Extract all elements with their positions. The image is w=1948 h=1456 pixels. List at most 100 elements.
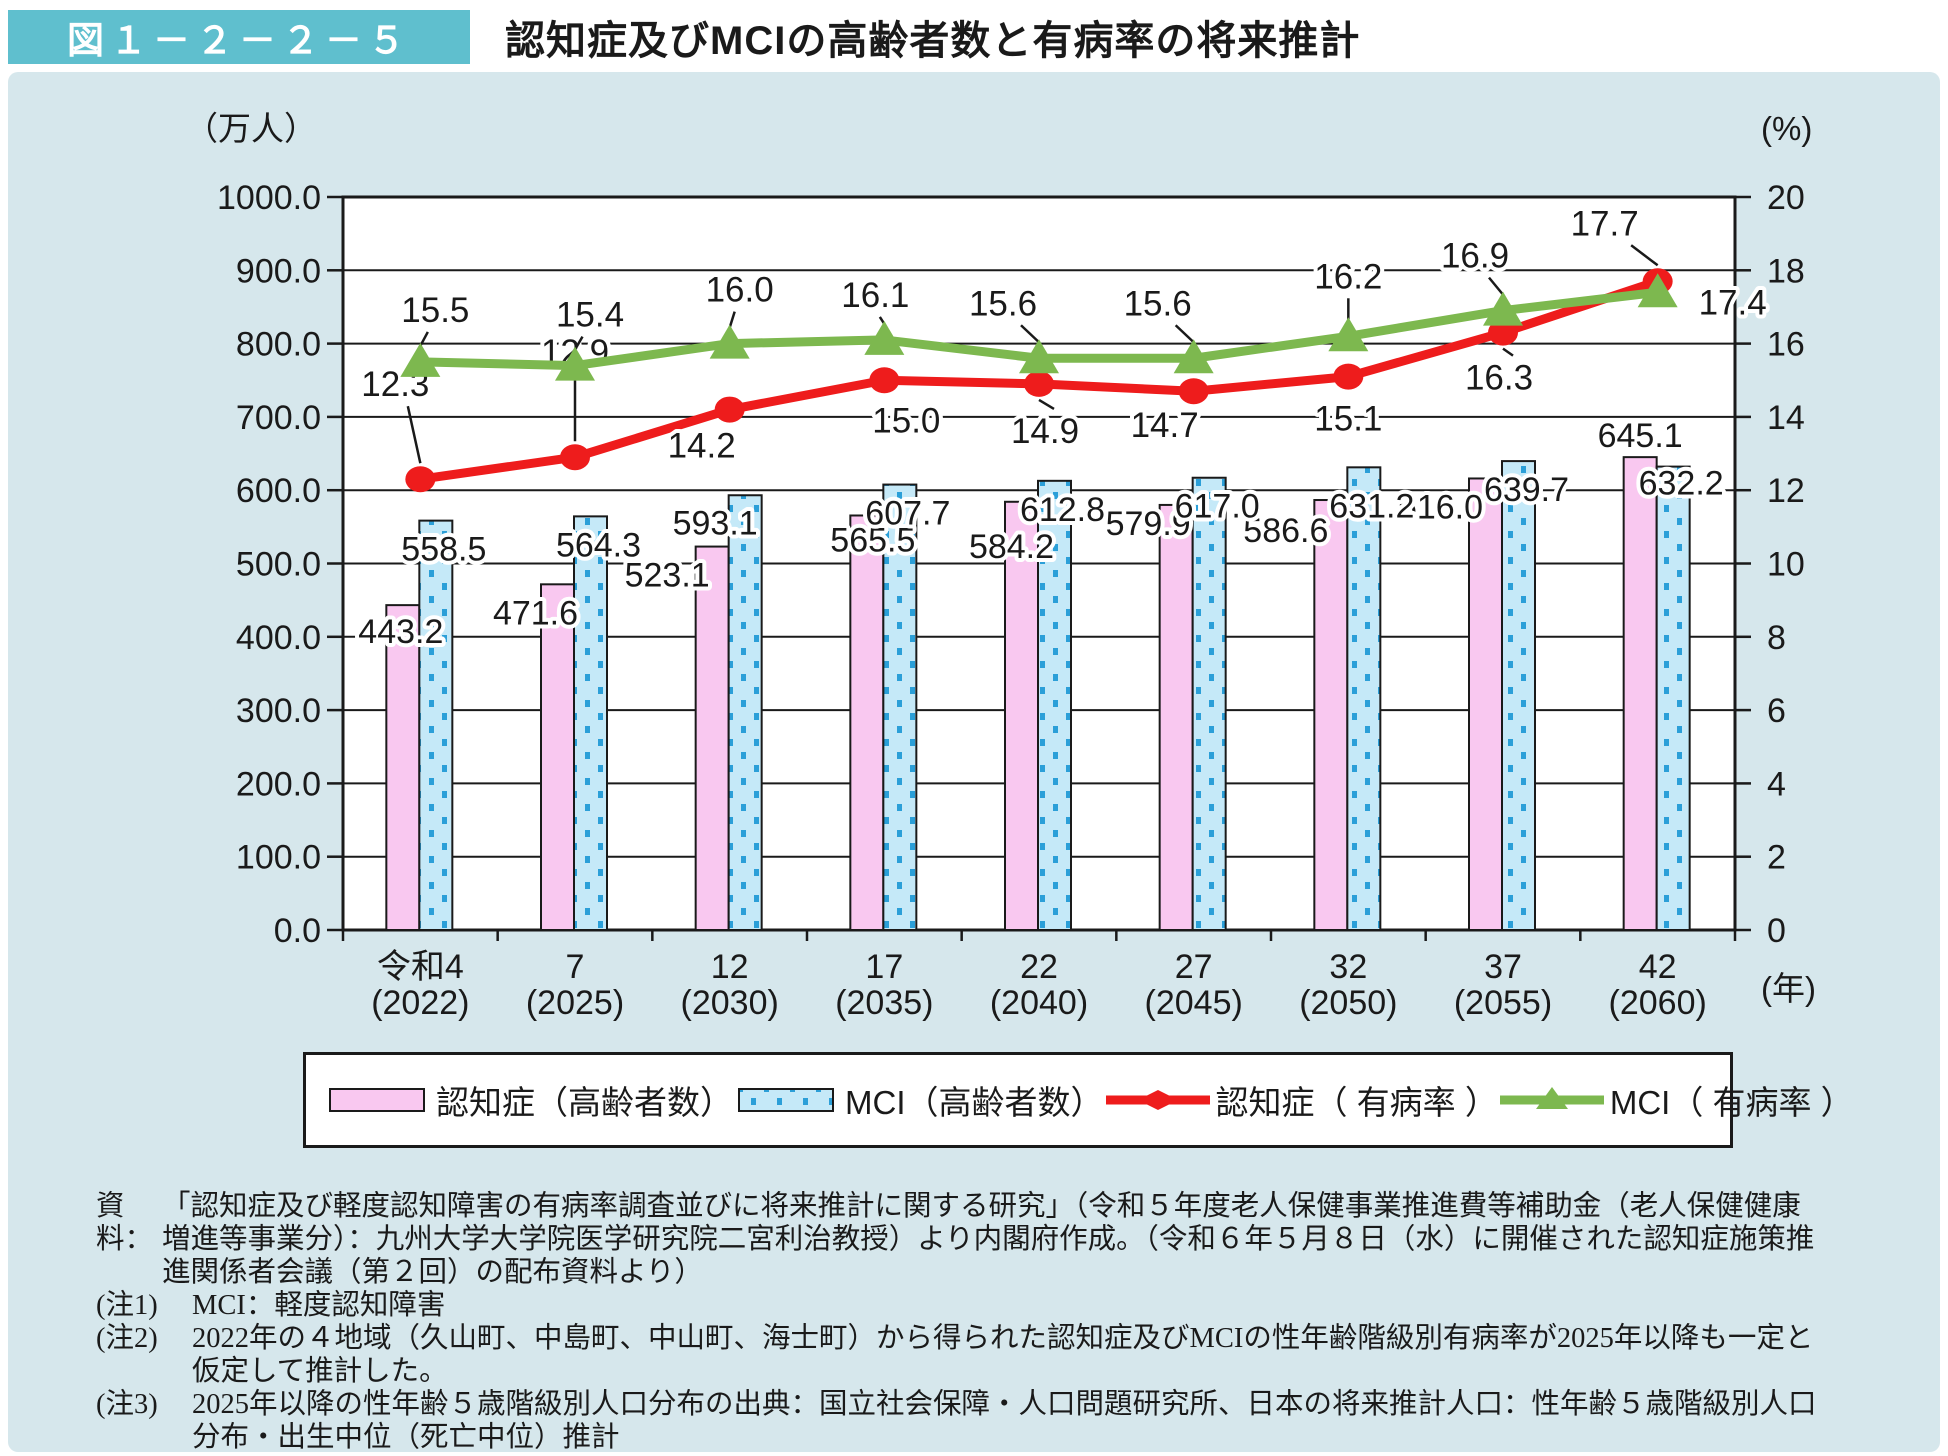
legend-label: MCI（高齢者数）	[845, 1084, 1104, 1121]
bar-dementia-count	[540, 583, 575, 931]
marker-circle	[1333, 363, 1364, 390]
svg-text:14.7: 14.7	[1131, 406, 1199, 445]
svg-text:17: 17	[865, 948, 903, 986]
note-item: (注1) MCI：軽度認知障害	[96, 1289, 1826, 1322]
combo-chart: 0.0100.0200.0300.0400.0500.0600.0700.080…	[185, 110, 1816, 1022]
svg-text:200.0: 200.0	[236, 765, 321, 803]
svg-text:12.3: 12.3	[361, 365, 429, 404]
marker-circle	[1178, 378, 1209, 405]
svg-text:(2060): (2060)	[1609, 984, 1707, 1022]
bar-mci-count	[1501, 460, 1536, 931]
svg-text:20: 20	[1767, 179, 1805, 217]
svg-text:(2040): (2040)	[990, 984, 1088, 1022]
svg-text:15.6: 15.6	[1124, 284, 1192, 323]
svg-text:0.0: 0.0	[274, 912, 321, 950]
legend-label: 認知症（高齢者数）	[436, 1084, 733, 1121]
svg-text:558.5: 558.5	[401, 531, 486, 569]
marker-circle	[869, 367, 900, 394]
svg-text:639.7: 639.7	[1484, 471, 1569, 509]
svg-text:8: 8	[1767, 619, 1786, 657]
bar-mci-count	[1655, 465, 1691, 931]
svg-text:(2022): (2022)	[371, 984, 469, 1022]
svg-text:616.0: 616.0	[1398, 488, 1483, 526]
svg-text:令和4: 令和4	[377, 948, 464, 986]
note-text: MCI：軽度認知障害	[192, 1290, 446, 1321]
svg-text:4: 4	[1767, 765, 1786, 803]
marker-triangle	[1483, 291, 1523, 326]
bars-group	[385, 456, 1691, 931]
svg-text:612.8: 612.8	[1020, 491, 1105, 529]
marker-circle	[405, 466, 436, 493]
svg-text:37: 37	[1484, 948, 1522, 986]
note-text: 2025年以降の性年齢５歳階級別人口分布の出典：国立社会保障・人口問題研究所、日…	[192, 1389, 1817, 1453]
svg-text:14.9: 14.9	[1011, 412, 1079, 451]
svg-text:100.0: 100.0	[236, 839, 321, 877]
svg-text:27: 27	[1175, 948, 1213, 986]
y-axis-right: 0 2 4 6 8 10 12 14 16 18 20 (%)	[1761, 110, 1812, 950]
bar-mci-count	[727, 494, 763, 931]
svg-text:（万人）: （万人）	[185, 110, 317, 147]
legend-label: MCI（ 有病率 ）	[1609, 1084, 1854, 1121]
bar-mci-count	[882, 483, 918, 931]
bar-dementia-count	[694, 545, 730, 931]
svg-text:(2030): (2030)	[681, 984, 779, 1022]
svg-text:16.0: 16.0	[706, 271, 774, 310]
legend-item: 認知症（高齢者数）	[324, 1076, 733, 1124]
source-notes: 資料： 「認知症及び軽度認知障害の有病率調査並びに将来推計に関する研究」（令和５年…	[96, 1190, 1826, 1454]
marker-triangle	[555, 346, 595, 381]
svg-text:564.3: 564.3	[556, 526, 641, 564]
svg-text:(年): (年)	[1761, 970, 1816, 1007]
marker-triangle	[864, 320, 905, 355]
bar-dementia-count	[1004, 500, 1039, 931]
legend-swatch-line-triangle-green	[1499, 1087, 1604, 1109]
svg-text:645.1: 645.1	[1598, 417, 1683, 455]
bar-dementia-count	[1313, 499, 1349, 931]
svg-text:579.9: 579.9	[1106, 505, 1191, 543]
svg-text:443.2: 443.2	[358, 613, 443, 651]
line-mci-rate: 15.5 15.4 16.0 16.1 15.6 15.6 16.2 16.9 17.4	[397, 233, 1771, 381]
svg-text:6: 6	[1767, 692, 1786, 730]
bar-mci-count	[1191, 476, 1227, 931]
svg-text:523.1: 523.1	[625, 557, 710, 595]
svg-text:32: 32	[1329, 948, 1367, 986]
marker-circle	[1024, 370, 1054, 397]
svg-text:16.1: 16.1	[841, 276, 909, 315]
note-item: (注3) 2025年以降の性年齢５歳階級別人口分布の出典：国立社会保障・人口問題研…	[96, 1388, 1826, 1454]
note-item: (注2) 2022年の４地域（久山町、中島町、中山町、海士町）から得られた認知症及…	[96, 1322, 1826, 1388]
note-item: 資料： 「認知症及び軽度認知障害の有病率調査並びに将来推計に関する研究」（令和５年…	[96, 1190, 1826, 1289]
svg-text:14: 14	[1767, 399, 1805, 437]
figure-number-badge: 図１－２－２－５	[8, 10, 470, 64]
svg-text:2: 2	[1767, 839, 1786, 877]
svg-text:471.6: 471.6	[493, 594, 578, 632]
svg-text:700.0: 700.0	[236, 399, 321, 437]
svg-text:300.0: 300.0	[236, 692, 321, 730]
svg-text:(%): (%)	[1761, 110, 1812, 147]
marker-triangle	[400, 342, 441, 377]
svg-text:12: 12	[711, 948, 749, 986]
x-axis: 令和4(2022) 7(2025) 12(2030) 17(2035) 22(2040)…	[371, 948, 1816, 1022]
bar-dementia-count	[1622, 456, 1658, 931]
legend-label: 認知症（ 有病率 ）	[1215, 1084, 1498, 1121]
svg-text:(2025): (2025)	[526, 984, 624, 1022]
bar-mci-count	[1037, 479, 1072, 931]
note-label: (注3)	[96, 1389, 158, 1420]
svg-text:16.3: 16.3	[1465, 359, 1533, 398]
svg-text:(2035): (2035)	[835, 984, 933, 1022]
legend-item: 認知症（ 有病率 ）	[1104, 1076, 1498, 1124]
legend-swatch-bar-pink	[329, 1088, 425, 1112]
svg-text:593.1: 593.1	[673, 504, 758, 542]
svg-text:565.5: 565.5	[830, 521, 915, 559]
svg-text:17.7: 17.7	[1571, 204, 1639, 243]
svg-text:14.2: 14.2	[668, 427, 736, 466]
svg-text:500.0: 500.0	[236, 546, 321, 584]
svg-text:1000.0: 1000.0	[217, 179, 321, 217]
marker-triangle	[1173, 339, 1214, 374]
line-dementia-rate: 12.312.914.215.014.914.715.116.317.7	[357, 200, 1673, 493]
svg-text:12: 12	[1767, 472, 1805, 510]
svg-text:900.0: 900.0	[236, 252, 321, 290]
marker-triangle	[709, 324, 750, 359]
marker-triangle	[1328, 317, 1369, 352]
svg-text:600.0: 600.0	[236, 472, 321, 510]
svg-text:16.9: 16.9	[1441, 237, 1509, 276]
svg-text:800.0: 800.0	[236, 326, 321, 364]
